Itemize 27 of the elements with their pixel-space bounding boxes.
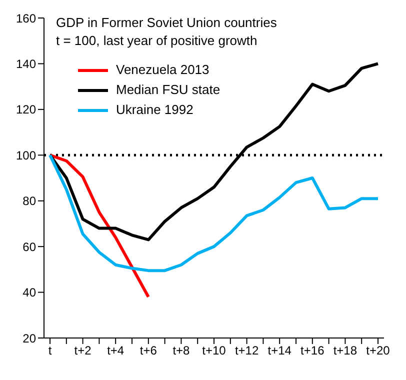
y-tick-label: 20 <box>22 331 36 346</box>
y-tick-label: 140 <box>16 56 36 71</box>
x-tick-label: t+12 <box>234 344 259 358</box>
y-tick-label: 80 <box>22 194 36 208</box>
y-tick-label: 160 <box>16 11 36 26</box>
y-tick-label: 100 <box>16 148 36 162</box>
x-tick-label: t+6 <box>140 344 158 358</box>
y-tick-label: 40 <box>22 286 36 300</box>
chart-title: GDP in Former Soviet Union countries <box>56 14 277 32</box>
y-tick-label: 60 <box>22 240 36 254</box>
x-tick-label: t+18 <box>333 344 358 358</box>
legend-label: Venezuela 2013 <box>116 61 210 79</box>
legend-label: Ukraine 1992 <box>116 101 194 119</box>
line-series <box>48 154 150 298</box>
line-series <box>48 62 380 242</box>
x-tick-label: t+4 <box>107 344 124 358</box>
x-tick-label: t+16 <box>300 344 325 358</box>
text: t = 100, last year of positive growth <box>56 32 258 50</box>
legend-label: Median FSU state <box>116 81 220 99</box>
x-tick-label: t+8 <box>172 344 190 358</box>
x-tick-label: t+10 <box>202 344 226 358</box>
line-series <box>48 154 380 272</box>
x-tick-label: t+2 <box>74 344 92 358</box>
x-tick-label: t+14 <box>268 344 292 358</box>
y-tick-label: 120 <box>16 102 36 117</box>
x-tick-label: t <box>48 344 52 358</box>
x-tick-label: t+20 <box>366 344 390 358</box>
